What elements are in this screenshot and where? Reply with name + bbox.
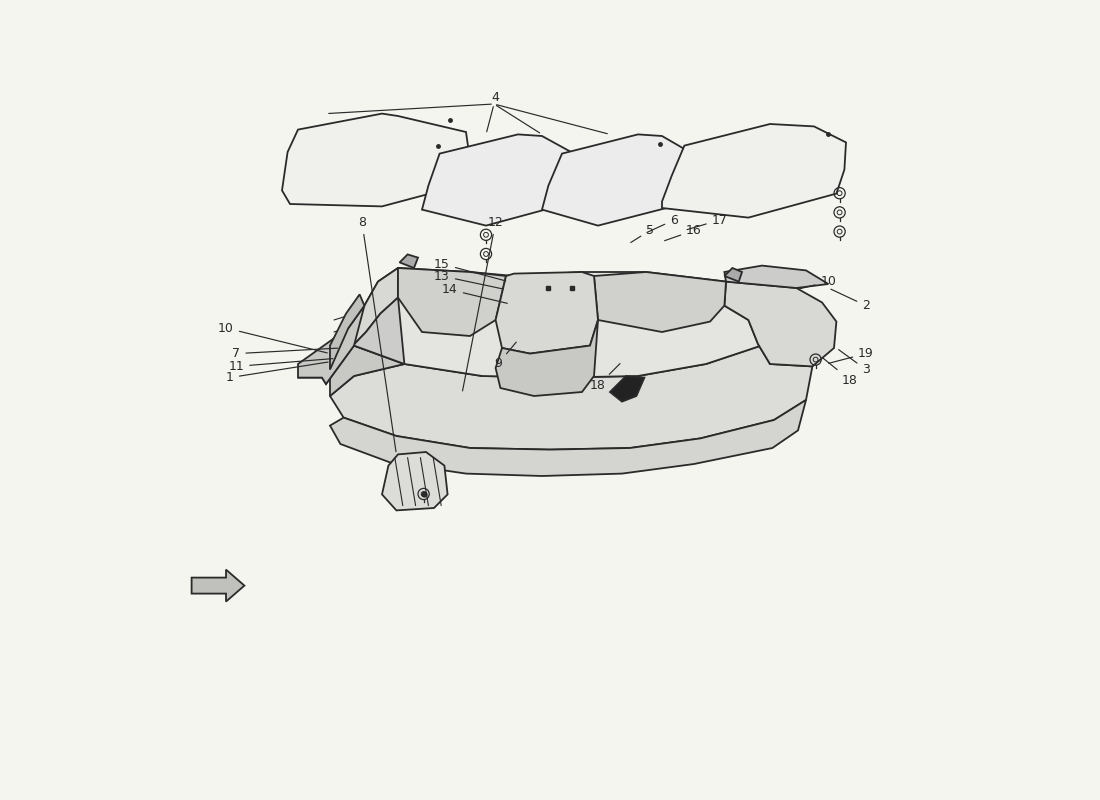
- Polygon shape: [725, 268, 742, 282]
- Polygon shape: [422, 134, 574, 226]
- Text: 14: 14: [442, 283, 507, 303]
- Text: 2: 2: [830, 289, 870, 312]
- Polygon shape: [725, 282, 772, 364]
- Polygon shape: [330, 400, 806, 476]
- Text: 9: 9: [494, 342, 516, 370]
- Text: 13: 13: [434, 270, 504, 289]
- Polygon shape: [399, 254, 418, 268]
- Text: 11: 11: [229, 358, 333, 373]
- Text: 10: 10: [799, 275, 836, 289]
- Polygon shape: [322, 298, 405, 384]
- Polygon shape: [725, 282, 836, 366]
- Polygon shape: [330, 344, 813, 450]
- Polygon shape: [382, 452, 448, 510]
- Text: 12: 12: [462, 216, 504, 391]
- Text: 18: 18: [823, 358, 858, 386]
- Polygon shape: [725, 266, 828, 288]
- Polygon shape: [191, 570, 244, 602]
- Polygon shape: [398, 268, 506, 336]
- Text: 19: 19: [828, 347, 873, 363]
- Polygon shape: [298, 268, 398, 378]
- Polygon shape: [330, 346, 405, 396]
- Polygon shape: [496, 320, 598, 396]
- Polygon shape: [282, 114, 470, 206]
- Text: 15: 15: [434, 258, 506, 281]
- Text: 4: 4: [492, 91, 499, 104]
- Polygon shape: [496, 272, 598, 354]
- Polygon shape: [542, 134, 692, 226]
- Polygon shape: [594, 272, 726, 332]
- Text: 6: 6: [647, 214, 678, 233]
- Text: 16: 16: [664, 224, 702, 241]
- Text: 10: 10: [218, 322, 328, 353]
- Polygon shape: [662, 124, 846, 218]
- Text: 7: 7: [232, 347, 338, 360]
- Polygon shape: [298, 306, 364, 384]
- Text: 3: 3: [838, 350, 870, 376]
- Text: 18: 18: [590, 363, 620, 392]
- Polygon shape: [349, 268, 772, 378]
- Text: 17: 17: [688, 214, 727, 230]
- Polygon shape: [610, 376, 645, 402]
- Polygon shape: [330, 294, 364, 370]
- Text: 5: 5: [630, 224, 654, 242]
- Text: 1: 1: [227, 362, 328, 384]
- Text: 8: 8: [358, 216, 396, 452]
